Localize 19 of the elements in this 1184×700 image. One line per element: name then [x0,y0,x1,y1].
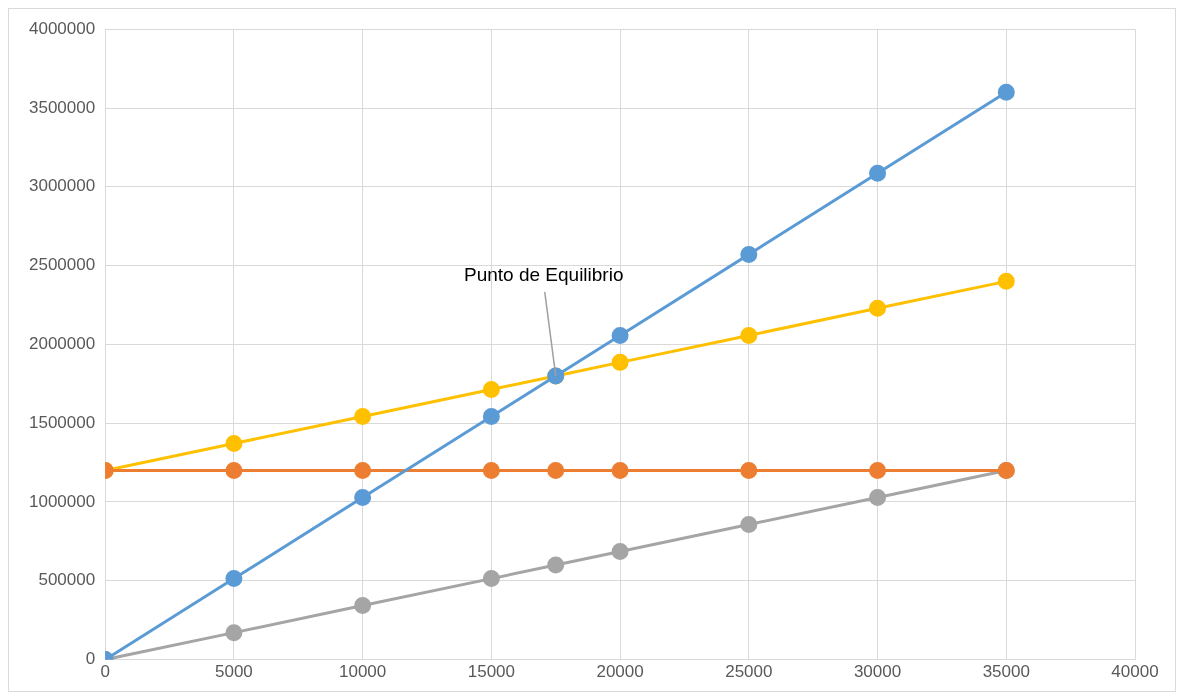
y-tick-label: 4000000 [28,18,96,38]
annotation: Punto de Equilibrio [463,264,624,286]
x-tick-label: 0 [100,662,110,682]
x-tick-label: 20000 [596,662,644,682]
y-tick-label: 1000000 [28,491,96,511]
x-tick-label: 30000 [853,662,902,682]
x-tick-label: 35000 [982,662,1030,682]
y-tick-label: 2500000 [28,255,96,275]
x-tick-label: 15000 [467,662,515,682]
x-tick-label: 5000 [215,662,253,682]
y-tick-label: 3000000 [28,176,96,196]
y-tick-label: 500000 [38,570,96,590]
y-tick-label: 2000000 [28,334,96,354]
x-tick-label: 10000 [339,662,387,682]
x-tick-label: 40000 [1111,662,1159,682]
x-tick-label: 25000 [725,662,773,682]
y-tick-label: 3500000 [28,97,96,117]
y-tick-label: 1500000 [28,412,96,432]
y-tick-label: 0 [85,649,96,669]
